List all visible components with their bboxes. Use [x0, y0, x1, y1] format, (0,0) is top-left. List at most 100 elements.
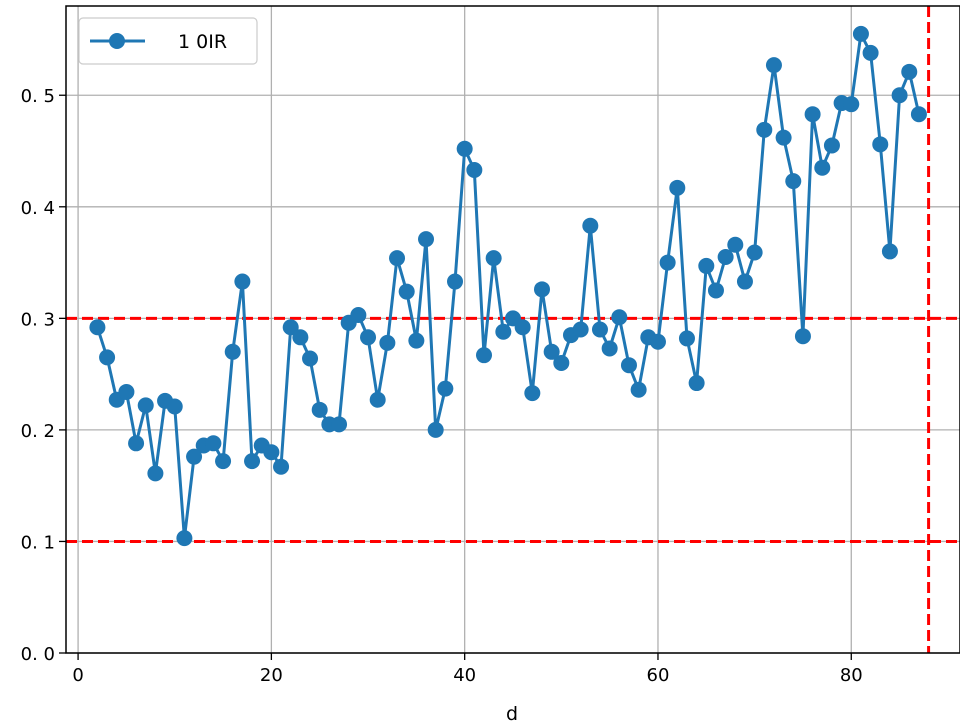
- plot-frame: [65, 5, 960, 654]
- data-point: [427, 421, 444, 438]
- data-point: [601, 340, 618, 357]
- data-point: [572, 321, 589, 338]
- data-point: [727, 236, 744, 253]
- series-line: [95, 32, 921, 540]
- data-point: [514, 319, 531, 336]
- data-point: [649, 333, 666, 350]
- data-point: [369, 391, 386, 408]
- data-point: [89, 319, 106, 336]
- legend-box: [78, 17, 258, 65]
- data-point: [582, 217, 599, 234]
- data-point: [118, 383, 135, 400]
- data-point: [775, 129, 792, 146]
- data-point: [302, 350, 319, 367]
- data-point: [823, 137, 840, 154]
- x-tick-label: 0: [72, 665, 83, 686]
- data-point: [495, 323, 512, 340]
- data-point: [99, 349, 116, 366]
- data-point: [273, 458, 290, 475]
- legend: 1 0IR: [78, 17, 258, 65]
- data-point: [456, 140, 473, 157]
- data-point: [785, 173, 802, 190]
- data-point: [707, 282, 724, 299]
- data-point: [176, 530, 193, 547]
- data-point: [852, 25, 869, 42]
- data-point: [901, 63, 918, 80]
- data-point: [611, 309, 628, 326]
- data-point: [282, 319, 299, 336]
- data-point: [794, 328, 811, 345]
- data-point: [630, 381, 647, 398]
- data-point: [137, 397, 154, 414]
- data-point: [872, 136, 889, 153]
- legend-label: 1 0IR: [178, 31, 227, 53]
- data-point: [698, 257, 715, 274]
- data-point: [166, 398, 183, 415]
- data-point: [620, 357, 637, 374]
- data-point: [331, 416, 348, 433]
- y-tick-label: 0. 3: [21, 309, 55, 330]
- data-point: [244, 453, 261, 470]
- data-point: [843, 96, 860, 113]
- data-point: [224, 343, 241, 360]
- data-point: [263, 444, 280, 461]
- data-point: [881, 243, 898, 260]
- data-point: [437, 380, 454, 397]
- y-tick-label: 0. 2: [21, 421, 55, 442]
- data-point: [591, 321, 608, 338]
- data-point: [379, 334, 396, 351]
- data-point: [746, 244, 763, 261]
- y-tick-label: 0. 1: [21, 532, 55, 553]
- data-point: [128, 435, 145, 452]
- data-point: [476, 347, 493, 364]
- data-point: [389, 250, 406, 267]
- data-point: [292, 329, 309, 346]
- y-tick-label: 0. 5: [21, 86, 55, 107]
- data-point: [466, 161, 483, 178]
- data-point: [717, 248, 734, 265]
- data-point: [418, 231, 435, 248]
- data-point: [147, 465, 164, 482]
- data-point: [804, 106, 821, 123]
- x-tick-label: 20: [260, 665, 283, 686]
- data-point: [910, 106, 927, 123]
- data-point: [756, 121, 773, 138]
- data-point: [891, 87, 908, 104]
- data-point: [311, 401, 328, 418]
- x-tick-label: 80: [840, 665, 863, 686]
- x-tick-label: 60: [647, 665, 670, 686]
- data-point: [814, 159, 831, 176]
- reference-lines: [66, 6, 960, 653]
- data-point: [765, 57, 782, 74]
- x-axis-label: d: [506, 703, 518, 725]
- data-point: [485, 250, 502, 267]
- data-point: [447, 273, 464, 290]
- tick-labels: 0 20 40 60 80 0. 0 0. 1 0. 2 0. 3 0. 4 0. 5: [21, 86, 863, 686]
- data-point: [659, 254, 676, 271]
- data-point: [398, 283, 415, 300]
- data-point: [408, 332, 425, 349]
- data-point: [543, 343, 560, 360]
- axis-ticks: [59, 94, 852, 660]
- series-layer: [89, 25, 927, 547]
- data-point: [862, 44, 879, 61]
- data-point: [688, 375, 705, 392]
- legend-marker-swatch: [109, 33, 125, 49]
- data-point: [553, 354, 570, 371]
- data-point: [533, 281, 550, 298]
- data-point: [350, 306, 367, 323]
- data-point: [669, 179, 686, 196]
- data-point: [186, 448, 203, 465]
- data-point: [215, 453, 232, 470]
- data-point: [205, 435, 222, 452]
- data-point: [524, 385, 541, 402]
- x-tick-label: 40: [453, 665, 476, 686]
- data-point: [234, 273, 251, 290]
- y-tick-label: 0. 4: [21, 198, 55, 219]
- data-point: [736, 273, 753, 290]
- data-point: [678, 330, 695, 347]
- data-point: [360, 329, 377, 346]
- y-tick-label: 0. 0: [21, 644, 55, 665]
